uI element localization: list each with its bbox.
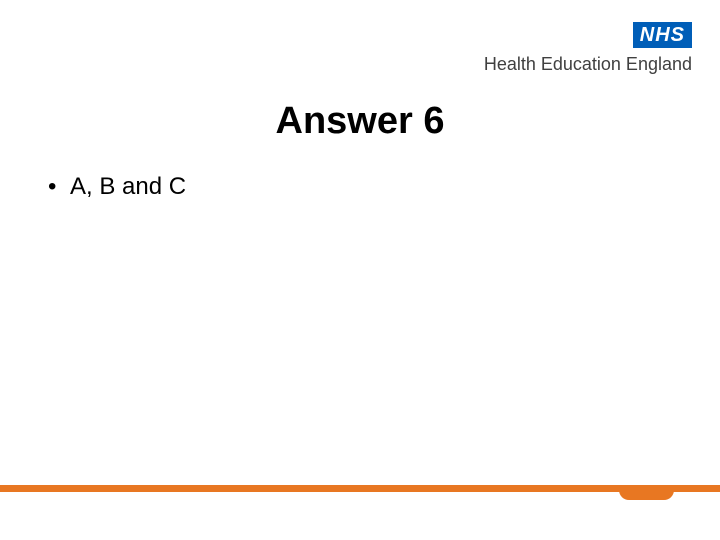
content-area: A, B and C	[48, 170, 672, 204]
bullet-list: A, B and C	[48, 170, 672, 204]
nhs-subtitle: Health Education England	[484, 54, 692, 75]
footer-accent-notch	[619, 485, 674, 500]
footer-accent-bar	[0, 485, 720, 492]
nhs-logo-box: NHS	[633, 22, 692, 48]
nhs-logo-block: NHS Health Education England	[484, 22, 692, 75]
slide-title: Answer 6	[0, 100, 720, 143]
list-item: A, B and C	[48, 170, 672, 204]
